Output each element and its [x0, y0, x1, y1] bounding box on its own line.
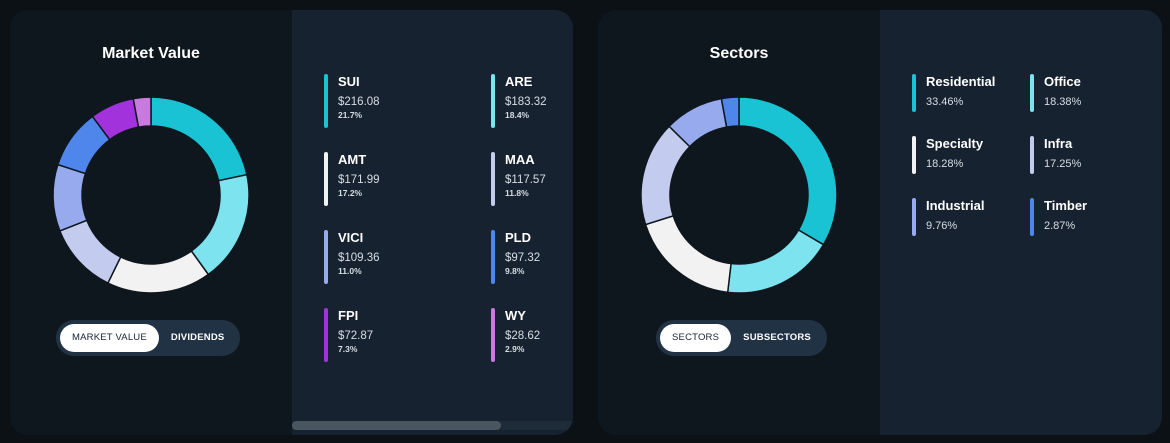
- color-swatch: [1030, 198, 1034, 236]
- holding-percent: 2.9%: [505, 344, 525, 354]
- color-swatch: [1030, 74, 1034, 112]
- sectors-title: Sectors: [709, 45, 769, 62]
- sectors-toggle-option[interactable]: SECTORS: [660, 324, 732, 352]
- sector-name: Residential: [926, 74, 996, 89]
- sector-item-infra[interactable]: Infra 17.25%: [1030, 136, 1082, 174]
- market-value-toggle: MARKET VALUE DIVIDENDS: [56, 320, 241, 356]
- holding-item-pld[interactable]: PLD $97.32 9.8%: [491, 230, 541, 284]
- color-swatch: [491, 74, 495, 128]
- market-value-slice-1[interactable]: [190, 173, 250, 276]
- market-value-toggle-option[interactable]: MARKET VALUE: [60, 324, 159, 352]
- holding-ticker: PLD: [505, 230, 531, 245]
- holding-item-fpi[interactable]: FPI $72.87 7.3%: [324, 308, 374, 362]
- sector-slice-5[interactable]: [720, 96, 740, 128]
- color-swatch: [1030, 136, 1034, 174]
- market-value-card: Market Value MARKET VALUE DIVIDENDS SUI …: [10, 10, 573, 435]
- horizontal-scrollbar[interactable]: [292, 421, 573, 430]
- holding-percent: 11.0%: [338, 266, 362, 276]
- holding-ticker: WY: [505, 308, 526, 323]
- sector-item-industrial[interactable]: Industrial 9.76%: [912, 198, 985, 236]
- sector-name: Office: [1044, 74, 1081, 89]
- dividends-toggle-option[interactable]: DIVIDENDS: [170, 332, 225, 343]
- holding-percent: 18.4%: [505, 110, 530, 120]
- holding-item-sui[interactable]: SUI $216.08 21.7%: [324, 74, 380, 128]
- sector-item-specialty[interactable]: Specialty 18.28%: [912, 136, 984, 174]
- sector-percent: 9.76%: [926, 220, 958, 232]
- holding-item-vici[interactable]: VICI $109.36 11.0%: [324, 230, 380, 284]
- holding-value: $97.32: [505, 252, 541, 264]
- sector-percent: 33.46%: [926, 96, 964, 108]
- subsectors-toggle-option[interactable]: SUBSECTORS: [743, 332, 811, 343]
- color-swatch: [912, 136, 916, 174]
- sectors-card: Sectors SECTORS SUBSECTORS Residential 3…: [598, 10, 1162, 435]
- holding-ticker: AMT: [338, 152, 367, 167]
- market-value-slice-3[interactable]: [58, 219, 122, 285]
- color-swatch: [491, 308, 495, 362]
- holding-item-wy[interactable]: WY $28.62 2.9%: [491, 308, 541, 362]
- color-swatch: [324, 152, 328, 206]
- sectors-chart-pane: Sectors SECTORS SUBSECTORS: [598, 10, 880, 435]
- market-value-donut-chart: [52, 96, 250, 294]
- sector-percent: 2.87%: [1044, 220, 1076, 232]
- sector-percent: 18.28%: [926, 158, 964, 170]
- market-value-slice-0[interactable]: [150, 96, 248, 182]
- holding-ticker: MAA: [505, 152, 535, 167]
- holding-ticker: ARE: [505, 74, 533, 89]
- sector-slice-0[interactable]: [738, 96, 838, 246]
- holding-percent: 17.2%: [338, 188, 363, 198]
- holding-item-are[interactable]: ARE $183.32 18.4%: [491, 74, 547, 128]
- color-swatch: [324, 74, 328, 128]
- sector-percent: 18.38%: [1044, 96, 1082, 108]
- sector-item-timber[interactable]: Timber 2.87%: [1030, 198, 1088, 236]
- sector-name: Infra: [1044, 136, 1073, 151]
- sector-slice-2[interactable]: [644, 214, 732, 294]
- sector-slice-3[interactable]: [640, 125, 691, 226]
- sector-name: Industrial: [926, 198, 985, 213]
- scrollbar-thumb[interactable]: [292, 421, 501, 430]
- holding-value: $109.36: [338, 252, 380, 264]
- sectors-toggle: SECTORS SUBSECTORS: [656, 320, 827, 356]
- market-value-title: Market Value: [102, 45, 200, 62]
- sector-slice-1[interactable]: [726, 228, 825, 294]
- color-swatch: [491, 230, 495, 284]
- color-swatch: [912, 74, 916, 112]
- color-swatch: [324, 230, 328, 284]
- market-value-slice-7[interactable]: [132, 96, 152, 129]
- sector-item-residential[interactable]: Residential 33.46%: [912, 74, 996, 112]
- holdings-legend: SUI $216.08 21.7% AMT $171.99 17.2% VICI…: [292, 10, 573, 435]
- holding-value: $171.99: [338, 174, 380, 186]
- sector-name: Timber: [1044, 198, 1088, 213]
- holding-value: $72.87: [338, 330, 374, 342]
- sectors-donut-chart: [640, 96, 838, 294]
- sector-item-office[interactable]: Office 18.38%: [1030, 74, 1082, 112]
- holding-percent: 21.7%: [338, 110, 363, 120]
- sector-percent: 17.25%: [1044, 158, 1082, 170]
- color-swatch: [912, 198, 916, 236]
- holding-ticker: VICI: [338, 230, 364, 245]
- holding-percent: 7.3%: [338, 344, 358, 354]
- holding-value: $216.08: [338, 96, 380, 108]
- holding-ticker: SUI: [338, 74, 360, 89]
- holding-item-amt[interactable]: AMT $171.99 17.2%: [324, 152, 380, 206]
- holding-percent: 11.8%: [505, 188, 529, 198]
- holding-ticker: FPI: [338, 308, 359, 323]
- sectors-legend: Residential 33.46% Specialty 18.28% Indu…: [880, 10, 1162, 435]
- color-swatch: [491, 152, 495, 206]
- holding-item-maa[interactable]: MAA $117.57 11.8%: [491, 152, 546, 206]
- holding-percent: 9.8%: [505, 266, 525, 276]
- holding-value: $28.62: [505, 330, 541, 342]
- holding-value: $117.57: [505, 174, 546, 186]
- color-swatch: [324, 308, 328, 362]
- market-value-slice-2[interactable]: [106, 249, 210, 294]
- holding-value: $183.32: [505, 96, 547, 108]
- sector-name: Specialty: [926, 136, 984, 151]
- market-value-chart-pane: Market Value MARKET VALUE DIVIDENDS: [10, 10, 292, 435]
- market-value-slice-4[interactable]: [52, 163, 88, 232]
